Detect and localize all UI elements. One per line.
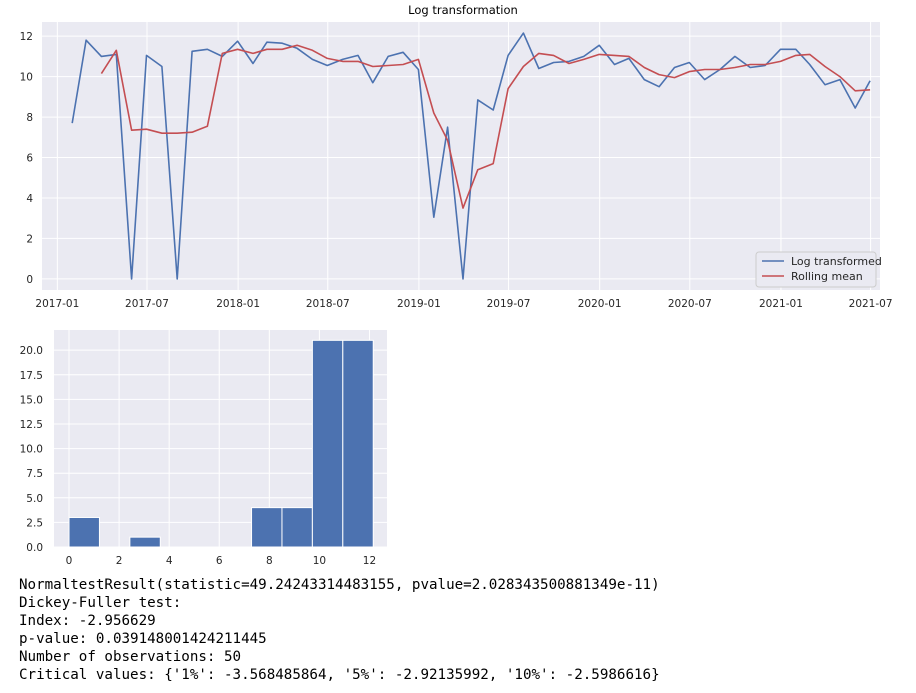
y-axis: 0.0 2.5 5.0 7.5 10.0 12.5 15.0 17.5 20.0: [20, 345, 43, 554]
log-transformation-chart: 2017-01 2017-07 2018-01 2018-07 2019-01 2019-…: [20, 3, 893, 310]
console-line: NormaltestResult(statistic=49.2424331448…: [19, 577, 660, 593]
x-tick-label: 12: [363, 555, 376, 567]
histogram-bar: [311, 339, 344, 548]
console-line: Critical values: {'1%': -3.568485864, '5…: [19, 667, 660, 683]
console-output: NormaltestResult(statistic=49.2424331448…: [19, 576, 660, 684]
x-tick-label: 2020-01: [578, 298, 622, 310]
x-tick-label: 2: [116, 555, 123, 567]
x-tick-label: 2018-07: [306, 298, 350, 310]
x-axis: 0 2 4 6 8 10 12: [66, 555, 376, 567]
x-axis: 2017-01 2017-07 2018-01 2018-07 2019-01 2019-…: [35, 298, 892, 310]
x-tick-label: 8: [266, 555, 273, 567]
y-tick-label: 0: [26, 274, 33, 286]
y-tick-label: 6: [26, 153, 33, 165]
legend-label-rolling-mean: Rolling mean: [791, 270, 863, 283]
chart-title: Log transformation: [408, 3, 518, 17]
x-tick-label: 10: [313, 555, 326, 567]
x-tick-label: 2021-01: [759, 298, 803, 310]
x-tick-label: 2020-07: [668, 298, 712, 310]
x-tick-label: 4: [166, 555, 173, 567]
legend: Log transformed Rolling mean: [755, 251, 882, 288]
x-tick-label: 2021-07: [849, 298, 893, 310]
histogram-bar: [342, 339, 374, 548]
y-tick-label: 7.5: [26, 468, 43, 480]
console-line: p-value: 0.039148001424211445: [19, 631, 267, 647]
legend-label-log-transformed: Log transformed: [791, 255, 882, 268]
histogram-bar: [251, 507, 283, 548]
x-tick-label: 2018-01: [216, 298, 260, 310]
bars-layer: [68, 339, 374, 548]
histogram-bar: [68, 516, 100, 548]
y-tick-label: 2: [26, 233, 33, 245]
histogram-bar: [281, 507, 313, 548]
series-line-rolling-mean: [100, 44, 871, 209]
y-tick-label: 5.0: [26, 493, 43, 505]
x-tick-label: 0: [66, 555, 73, 567]
histogram-chart: 0 2 4 6 8 10 12 0.0 2.5 5.0 7.5 10.0 12.5 15.0 17.5 20…: [20, 330, 387, 567]
y-tick-label: 17.5: [20, 370, 43, 382]
y-tick-label: 10: [20, 72, 33, 84]
series-layer: [71, 32, 871, 280]
console-line: Number of observations: 50: [19, 649, 242, 665]
y-tick-label: 12: [20, 31, 33, 43]
x-tick-label: 2017-01: [35, 298, 79, 310]
y-axis: 0 2 4 6 8 10 12: [20, 31, 34, 286]
y-tick-label: 20.0: [20, 345, 43, 357]
x-tick-label: 2017-07: [125, 298, 169, 310]
y-tick-label: 8: [26, 112, 33, 124]
y-tick-label: 15.0: [20, 394, 43, 406]
y-tick-label: 0.0: [26, 542, 43, 554]
legend-box: [755, 251, 877, 288]
y-tick-label: 12.5: [20, 419, 43, 431]
y-tick-label: 2.5: [26, 517, 43, 529]
y-tick-label: 4: [26, 193, 33, 205]
x-tick-label: 2019-07: [487, 298, 531, 310]
histogram-bar: [129, 536, 161, 548]
x-tick-label: 6: [216, 555, 223, 567]
x-tick-label: 2019-01: [397, 298, 441, 310]
y-tick-label: 10.0: [20, 444, 43, 456]
console-line: Dickey-Fuller test:: [19, 595, 182, 611]
console-line: Index: -2.956629: [19, 613, 156, 629]
